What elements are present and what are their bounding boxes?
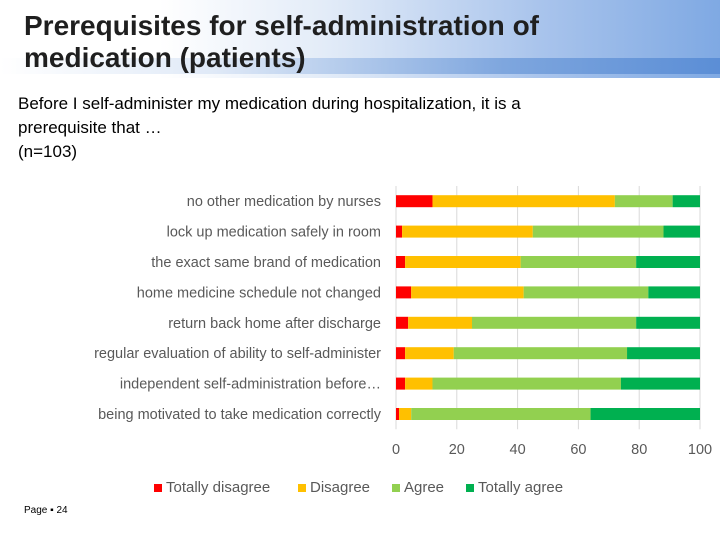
bar-segment xyxy=(408,316,472,329)
legend-label: Disagree xyxy=(310,479,370,496)
category-label: return back home after discharge xyxy=(168,316,381,332)
subtitle-line1: Before I self-administer my medication d… xyxy=(18,94,521,113)
bar-segment xyxy=(636,256,700,268)
bar-segment xyxy=(472,316,637,329)
category-label: being motivated to take medication corre… xyxy=(98,407,382,423)
bar-segment xyxy=(405,256,521,268)
x-tick-label: 100 xyxy=(688,442,712,458)
legend-swatch xyxy=(466,484,474,492)
bar-segment xyxy=(396,408,400,420)
slide-subtitle: Before I self-administer my medication d… xyxy=(18,92,658,164)
bar-segment xyxy=(405,377,433,390)
category-label: lock up medication safely in room xyxy=(167,225,381,241)
bar-segment xyxy=(399,408,412,420)
page-footer: Page ▪ 24 xyxy=(24,505,68,516)
bar-segment xyxy=(520,256,637,268)
legend-label: Agree xyxy=(404,479,444,496)
bar-segment xyxy=(453,347,628,360)
category-label: home medicine schedule not changed xyxy=(137,285,381,301)
bar-segment xyxy=(432,195,615,208)
subtitle-line2: prerequisite that … xyxy=(18,118,162,137)
slide-title-line2: medication (patients) xyxy=(24,42,306,73)
bar-segment xyxy=(396,316,409,329)
bar-segment xyxy=(663,225,700,238)
x-tick-label: 20 xyxy=(449,442,465,458)
x-tick-label: 0 xyxy=(392,442,400,458)
stacked-bar-chart: no other medication by nurses lock up med… xyxy=(94,186,712,496)
bar-segment xyxy=(636,316,700,329)
bar-segment xyxy=(620,377,700,390)
legend-swatch xyxy=(154,484,162,492)
title-underline xyxy=(0,58,720,74)
bar-segment xyxy=(396,225,403,238)
bar-segment xyxy=(396,347,406,360)
subtitle-line3: (n=103) xyxy=(18,142,78,161)
category-label: regular evaluation of ability to self-ad… xyxy=(94,346,381,362)
legend-label: Totally disagree xyxy=(166,479,270,496)
bar-segment xyxy=(627,347,700,360)
legend-swatch xyxy=(392,484,400,492)
category-label: no other medication by nurses xyxy=(187,194,381,210)
bar-segment xyxy=(411,286,524,299)
bar-segment xyxy=(614,195,673,208)
bar-segment xyxy=(402,225,533,238)
legend-swatch xyxy=(298,484,306,492)
x-tick-label: 80 xyxy=(631,442,647,458)
category-label: independent self-administration before… xyxy=(120,377,381,393)
bar-segment xyxy=(532,225,664,238)
bar-segment xyxy=(648,286,700,299)
bar-segment xyxy=(672,195,700,208)
category-label: the exact same brand of medication xyxy=(151,255,381,271)
bar-segment xyxy=(590,408,700,420)
x-tick-label: 40 xyxy=(510,442,526,458)
legend-label: Totally agree xyxy=(478,479,563,496)
bar-segment xyxy=(432,377,621,390)
bar-segment xyxy=(396,377,406,390)
x-tick-label: 60 xyxy=(570,442,586,458)
bar-segment xyxy=(411,408,591,420)
bar-segment xyxy=(396,256,406,268)
bar-segment xyxy=(396,286,412,299)
slide-title: Prerequisites for self-administration of… xyxy=(24,10,664,74)
bar-segment xyxy=(523,286,649,299)
bar-segment xyxy=(405,347,454,360)
slide-title-line1: Prerequisites for self-administration of xyxy=(24,10,539,41)
bar-segment xyxy=(396,195,433,208)
